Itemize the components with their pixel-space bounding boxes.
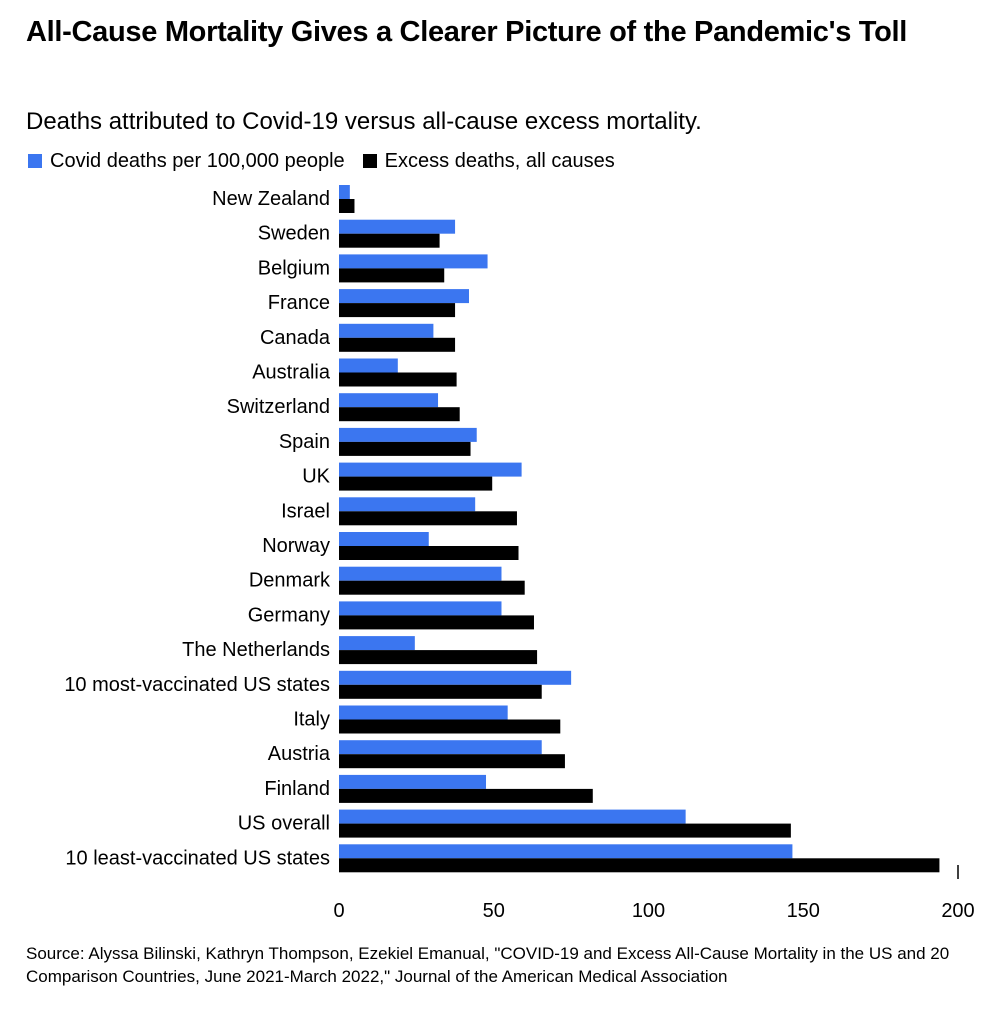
category-label: Australia (252, 362, 331, 384)
category-label: Denmark (249, 570, 331, 592)
category-label: Finland (264, 778, 330, 800)
category-label: Sweden (258, 223, 330, 245)
bar-covid (339, 566, 502, 581)
bar-excess (339, 858, 940, 873)
bar-excess (339, 754, 565, 769)
category-label: Norway (262, 535, 330, 557)
bar-covid (339, 219, 456, 234)
category-label: Belgium (258, 257, 330, 279)
bar-excess (339, 823, 791, 838)
bar-excess (339, 580, 525, 595)
bar-excess (339, 788, 593, 803)
legend-item-excess: Excess deaths, all causes (362, 149, 615, 173)
bar-covid (339, 254, 488, 269)
category-label: Canada (260, 327, 331, 349)
bar-covid (339, 427, 477, 442)
legend: Covid deaths per 100,000 people Excess d… (28, 146, 633, 176)
bar-excess (339, 337, 456, 352)
bar-excess (339, 546, 519, 560)
category-label: The Netherlands (182, 639, 330, 661)
bar-covid (339, 740, 542, 755)
bar-covid (339, 774, 487, 789)
x-tick-label: 0 (333, 900, 344, 922)
x-tick-label: 200 (941, 900, 974, 922)
category-label: Switzerland (227, 396, 330, 418)
legend-label-covid: Covid deaths per 100,000 people (50, 149, 345, 172)
bar-chart: New Zealand Sweden Belgium France Canada Aust… (64, 185, 975, 922)
bar-covid (339, 532, 429, 546)
bar-excess (339, 441, 471, 456)
category-label: 10 least-vaccinated US states (65, 847, 330, 869)
legend-swatch-excess (362, 154, 377, 168)
bar-covid (339, 705, 508, 720)
category-label: Italy (293, 709, 330, 731)
category-label: Germany (248, 604, 330, 626)
category-label: Spain (279, 431, 330, 453)
category-label: Austria (268, 743, 331, 765)
legend-item-covid: Covid deaths per 100,000 people (28, 150, 345, 173)
bar-covid (339, 393, 439, 408)
chart-subtitle: Deaths attributed to Covid-19 versus all… (26, 108, 702, 135)
bar-excess (339, 303, 456, 318)
bar-excess (339, 615, 534, 630)
category-label: New Zealand (212, 188, 330, 210)
category-label: 10 most-vaccinated US states (64, 674, 330, 696)
bar-covid (339, 185, 350, 199)
bar-excess (339, 511, 517, 526)
bar-excess (339, 719, 561, 734)
bar-excess (339, 650, 538, 665)
legend-label-excess: Excess deaths, all causes (384, 149, 615, 172)
source-note: Source: Alyssa Bilinski, Kathryn Thompso… (26, 944, 950, 986)
category-label: UK (302, 466, 330, 488)
bar-excess (339, 199, 355, 213)
bar-covid (339, 462, 522, 477)
bar-covid (339, 636, 415, 651)
bar-excess (339, 407, 460, 422)
bar-covid (339, 323, 434, 338)
bar-covid (339, 601, 502, 616)
category-label: US overall (238, 813, 330, 835)
x-tick-label: 100 (632, 900, 665, 922)
bar-excess (339, 233, 440, 248)
x-tick-label: 150 (787, 900, 820, 922)
bar-covid (339, 844, 793, 859)
bar-excess (339, 684, 542, 699)
bar-covid (339, 497, 476, 512)
category-label: Israel (281, 500, 330, 522)
bar-covid (339, 358, 398, 373)
chart-title: All-Cause Mortality Gives a Clearer Pict… (26, 16, 907, 48)
bar-covid (339, 809, 686, 824)
bar-covid (339, 670, 572, 685)
bar-excess (339, 372, 457, 387)
legend-swatch-covid (28, 154, 42, 168)
category-label: France (268, 292, 330, 314)
bar-excess (339, 268, 445, 283)
bar-excess (339, 476, 493, 491)
x-tick-label: 50 (483, 900, 505, 922)
bar-covid (339, 289, 469, 304)
